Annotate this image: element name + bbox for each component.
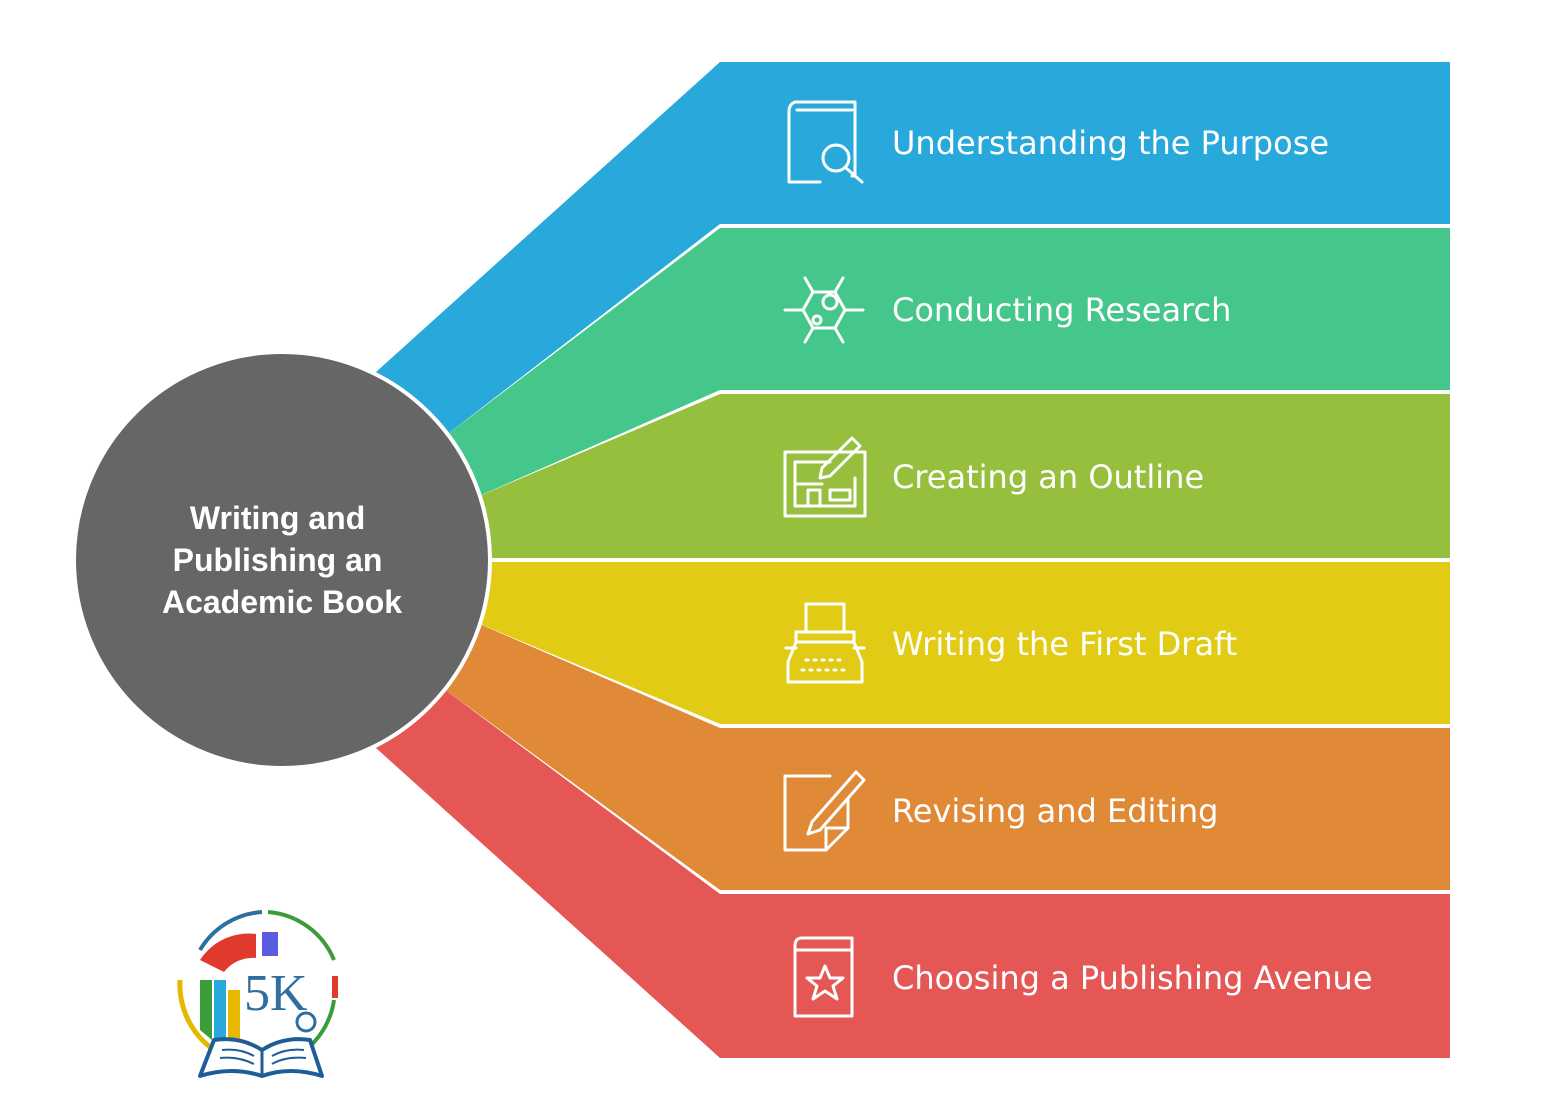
center-circle xyxy=(72,350,492,770)
document-pen-icon xyxy=(783,770,866,852)
step-label-creating-an-outline: Creating an Outline xyxy=(892,458,1204,496)
book-star-icon xyxy=(793,936,854,1018)
step-label-writing-the-first-draft: Writing the First Draft xyxy=(892,625,1237,663)
band-creating-an-outline xyxy=(470,394,1450,558)
step-label-conducting-research: Conducting Research xyxy=(892,291,1231,329)
center-title: Writing and Publishing an Academic Book xyxy=(162,500,402,620)
molecule-icon xyxy=(783,276,865,344)
logo-text: 5K xyxy=(244,965,308,1022)
band-understanding-the-purpose xyxy=(376,62,1450,440)
logo: 5K xyxy=(177,910,338,1078)
band-choosing-a-publishing-avenue xyxy=(376,686,1450,1058)
blueprint-pencil-icon xyxy=(783,436,867,518)
typewriter-icon xyxy=(784,602,866,684)
step-label-understanding-the-purpose: Understanding the Purpose xyxy=(892,124,1329,162)
band-revising-and-editing xyxy=(440,620,1450,890)
step-label-revising-and-editing: Revising and Editing xyxy=(892,792,1218,830)
book-search-icon xyxy=(787,100,864,184)
band-writing-the-first-draft xyxy=(470,562,1450,724)
step-label-choosing-a-publishing-avenue: Choosing a Publishing Avenue xyxy=(892,959,1373,997)
center-title-line-1: Writing and xyxy=(190,500,365,536)
center-title-line-3: Academic Book xyxy=(162,584,402,620)
center-title-line-2: Publishing an xyxy=(173,542,383,578)
band-conducting-research xyxy=(440,228,1450,500)
bands xyxy=(376,62,1450,1058)
